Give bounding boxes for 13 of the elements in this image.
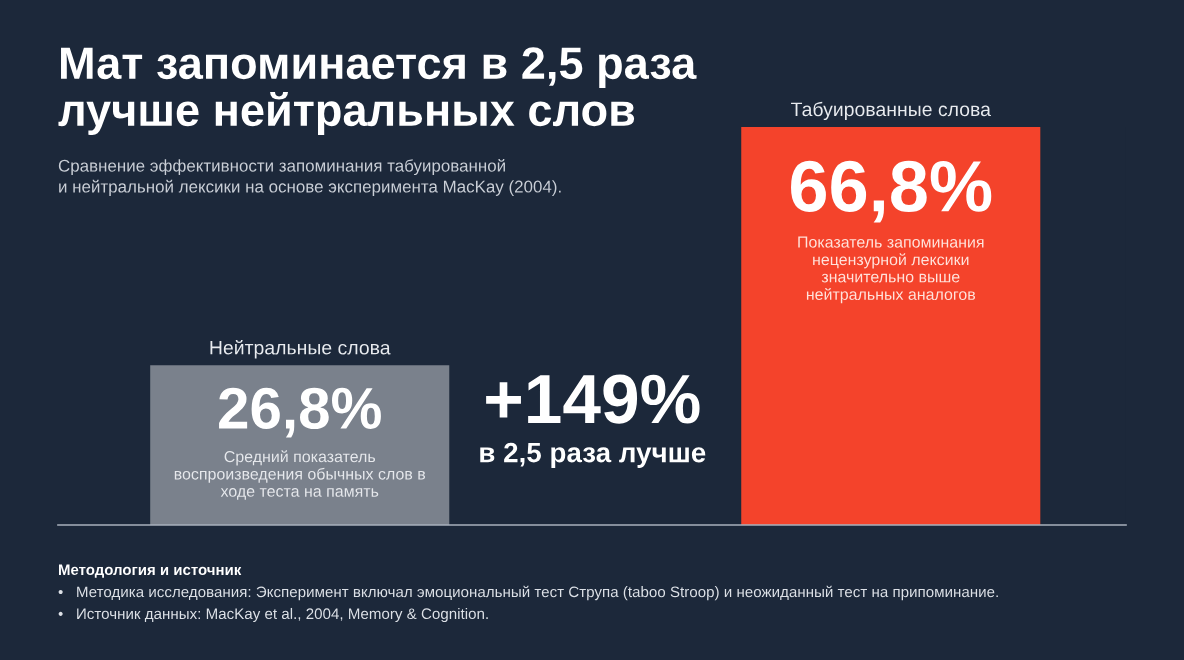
data-label: 66,8% xyxy=(791,160,992,223)
x-tick-label: Нейтральные слова xyxy=(210,339,391,359)
text: • Методика исследования: Эксперимент включал эмоциональный тест Струпа (taboo Stroop) и неожиданный тест на припоминание. xyxy=(58,585,998,601)
x-tick-label: Табуированные слова xyxy=(791,101,991,121)
text: • Источник данных: MacKay et al., 2004, Memory & Cognition. xyxy=(58,607,488,623)
annotation: Средний показатель воспроизведения обычных слов в ходе теста на память xyxy=(174,450,426,500)
data-label: 26,8% xyxy=(219,387,381,438)
annotation: Показатель запоминания нецензурной лексики значительно выше нейтральных аналогов xyxy=(798,236,984,304)
annotation: в 2,5 раза лучше xyxy=(480,442,706,468)
text: Методология и источник xyxy=(59,564,242,578)
annotation: +149% xyxy=(486,374,700,424)
chart-title: Мат запоминается в 2,5 раза лучше нейтральных слов xyxy=(58,47,697,136)
text: Сравнение эффективности запоминания табуированной и нейтральной лексики на основе эксперимента MacKay (2004). xyxy=(58,159,561,196)
